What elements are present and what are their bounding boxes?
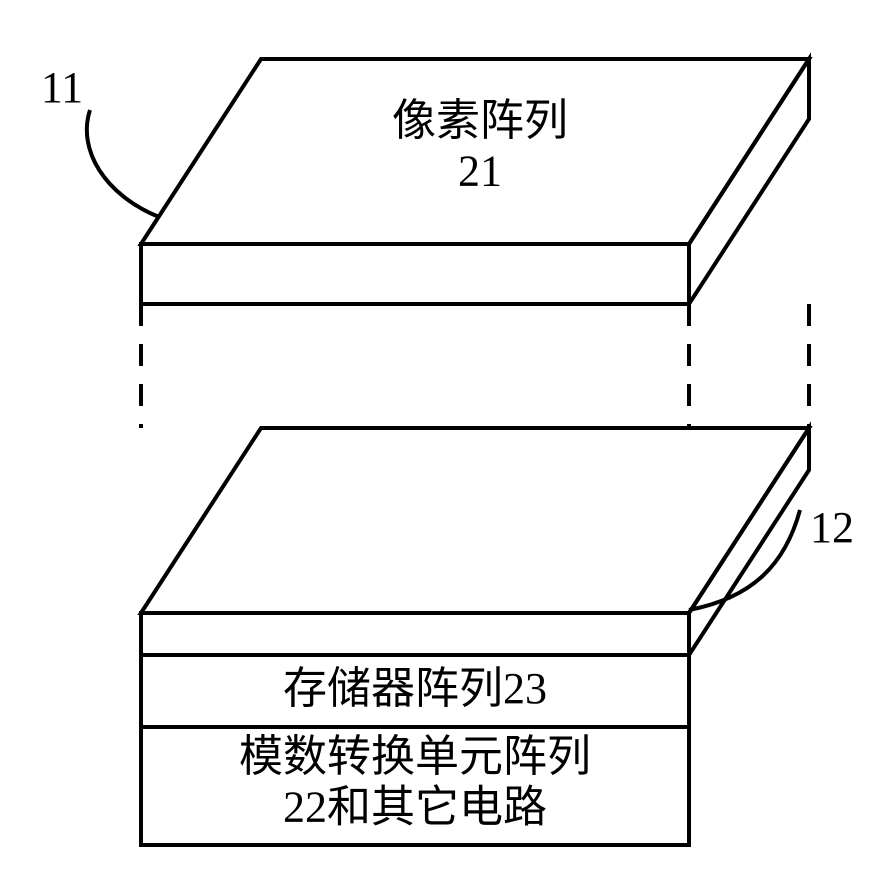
top-layer-front [141,244,689,304]
bottom-section-2-label-line-1: 22和其它电路 [283,782,547,831]
bottom-section-2-label-line-0: 模数转换单元阵列 [239,732,591,781]
bottom-section-1-label: 存储器阵列23 [283,664,547,713]
callout-11-text: 11 [41,63,83,112]
bottom-section-1-label-line-0: 存储器阵列23 [283,664,547,713]
top-layer-label: 像素阵列21 [392,96,568,196]
top-layer-side [689,59,809,304]
top-layer-label-line-0: 像素阵列 [392,96,568,145]
callout-12-text: 12 [810,503,854,552]
top-layer-label-line-1: 21 [458,146,502,195]
callout-11-leader [87,110,159,217]
bottom-layer-front [141,613,689,655]
bottom-layer-side [689,428,809,655]
bottom-section-2-label: 模数转换单元阵列22和其它电路 [239,732,591,832]
